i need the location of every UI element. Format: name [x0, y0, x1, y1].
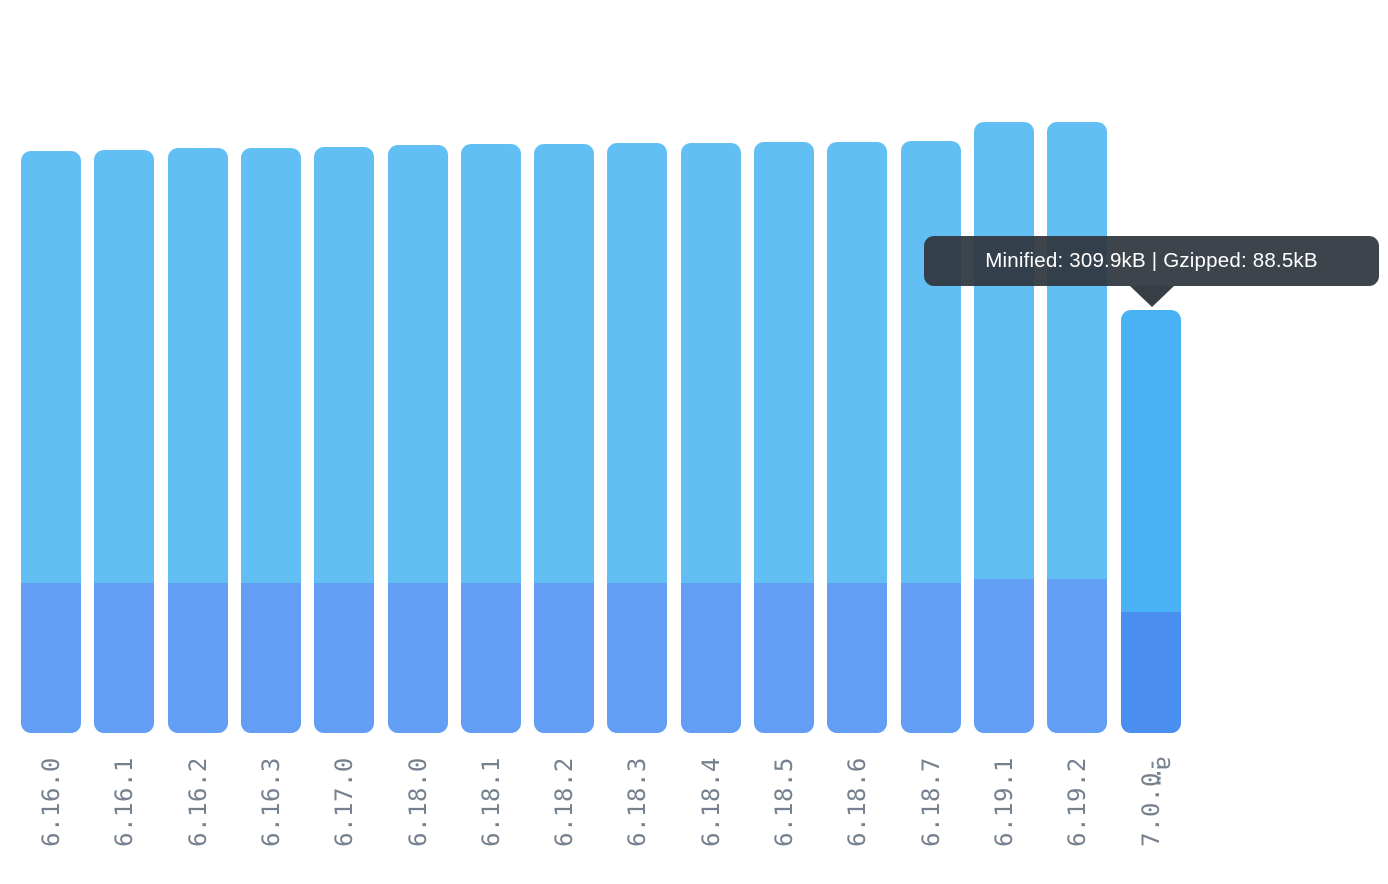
tooltip: Minified: 309.9kB | Gzipped: 88.5kB [924, 236, 1379, 307]
x-label-text: 6.18.0 [404, 757, 432, 847]
x-label-text: 6.16.1 [110, 757, 138, 847]
minified-segment [461, 144, 521, 583]
gzipped-segment [827, 583, 887, 733]
gzipped-segment [974, 579, 1034, 733]
gzipped-segment [1047, 579, 1107, 733]
x-label-text: 6.17.0 [330, 757, 358, 847]
minified-segment [974, 122, 1034, 579]
bar-6.17.0[interactable] [314, 147, 374, 733]
x-label-6.18.3: 6.18.3 [607, 755, 667, 849]
bar-6.18.5[interactable] [754, 142, 814, 733]
gzipped-segment [901, 583, 961, 733]
x-label-6.18.1: 6.18.1 [461, 755, 521, 849]
minified-segment [314, 147, 374, 583]
bar-6.16.3[interactable] [241, 148, 301, 733]
minified-segment [827, 142, 887, 583]
x-label-text: 6.18.7 [917, 757, 945, 847]
minified-segment [754, 142, 814, 583]
x-label-text: 6.18.3 [623, 757, 651, 847]
gzipped-segment [534, 583, 594, 733]
minified-segment [168, 148, 228, 583]
x-label-6.16.0: 6.16.0 [21, 755, 81, 849]
x-label-text: 6.18.1 [477, 757, 505, 847]
x-label-text: 6.18.4 [697, 757, 725, 847]
minified-segment [1121, 310, 1181, 612]
x-label-6.17.0: 6.17.0 [314, 755, 374, 849]
tooltip-caret-icon [1130, 286, 1174, 307]
bar-6.16.0[interactable] [21, 151, 81, 733]
gzipped-segment [461, 583, 521, 733]
x-label-6.16.2: 6.16.2 [168, 755, 228, 849]
x-label-text: 6.18.2 [550, 757, 578, 847]
minified-segment [607, 143, 667, 583]
x-label-6.16.1: 6.16.1 [94, 755, 154, 849]
gzipped-segment [754, 583, 814, 733]
gzipped-segment [241, 583, 301, 733]
x-label-6.18.4: 6.18.4 [681, 755, 741, 849]
gzipped-segment [607, 583, 667, 733]
gzipped-segment [94, 583, 154, 733]
minified-segment [681, 143, 741, 583]
bar-6.18.7[interactable] [901, 141, 961, 733]
gzipped-segment [681, 583, 741, 733]
x-label-line2: a… [1151, 756, 1179, 786]
x-label-text: 6.16.3 [257, 757, 285, 847]
minified-segment [1047, 122, 1107, 579]
bar-6.18.1[interactable] [461, 144, 521, 733]
bar-6.18.0[interactable] [388, 145, 448, 733]
gzipped-segment [168, 583, 228, 733]
x-label-6.18.0: 6.18.0 [388, 755, 448, 849]
bar-6.18.3[interactable] [607, 143, 667, 733]
x-label-6.18.6: 6.18.6 [827, 755, 887, 849]
x-label-text: 6.19.2 [1063, 757, 1091, 847]
gzipped-segment [21, 583, 81, 733]
minified-segment [21, 151, 81, 583]
gzipped-segment [1121, 612, 1181, 733]
bar-7.0.0-a…[interactable] [1121, 310, 1181, 733]
minified-segment [901, 141, 961, 583]
x-label-text: 6.18.5 [770, 757, 798, 847]
bar-6.18.2[interactable] [534, 144, 594, 733]
x-label-6.16.3: 6.16.3 [241, 755, 301, 849]
x-label-7.0.0-a…: 7.0.0- a… [1121, 755, 1181, 849]
gzipped-segment [388, 583, 448, 733]
minified-segment [388, 145, 448, 583]
bar-6.16.1[interactable] [94, 150, 154, 733]
minified-segment [534, 144, 594, 583]
gzipped-segment [314, 583, 374, 733]
x-label-text: 6.19.1 [990, 757, 1018, 847]
x-label-6.19.2: 6.19.2 [1047, 755, 1107, 849]
tooltip-text: Minified: 309.9kB | Gzipped: 88.5kB [985, 249, 1318, 272]
minified-segment [241, 148, 301, 583]
x-label-text: 6.16.2 [184, 757, 212, 847]
x-label-text: 6.16.0 [37, 757, 65, 847]
minified-segment [94, 150, 154, 583]
x-label-6.18.5: 6.18.5 [754, 755, 814, 849]
x-label-text: 6.18.6 [843, 757, 871, 847]
bar-6.18.4[interactable] [681, 143, 741, 733]
bar-6.16.2[interactable] [168, 148, 228, 733]
x-label-6.19.1: 6.19.1 [974, 755, 1034, 849]
bar-6.19.1[interactable] [974, 122, 1034, 733]
x-label-6.18.2: 6.18.2 [534, 755, 594, 849]
x-label-6.18.7: 6.18.7 [901, 755, 961, 849]
bar-6.18.6[interactable] [827, 142, 887, 733]
bar-6.19.2[interactable] [1047, 122, 1107, 733]
